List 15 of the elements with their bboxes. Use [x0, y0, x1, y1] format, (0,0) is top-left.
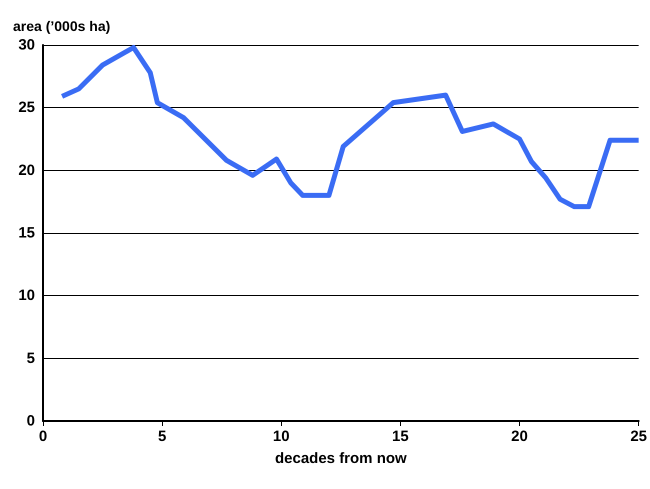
x-axis-title: decades from now — [274, 450, 408, 467]
y-tick-label: 10 — [18, 287, 35, 304]
x-tick-label: 5 — [158, 428, 166, 445]
y-tick-label: 25 — [18, 99, 35, 116]
y-tick-label: 5 — [26, 350, 35, 367]
y-tick-label: 15 — [18, 224, 35, 242]
x-tick-label: 10 — [272, 428, 290, 445]
x-tick-label: 20 — [511, 428, 528, 445]
x-tick-label: 15 — [392, 428, 409, 445]
y-tick-label: 30 — [18, 36, 35, 54]
y-tick-label: 0 — [26, 412, 35, 430]
y-axis-title: area (’000s ha) — [13, 18, 110, 34]
y-tick-label: 20 — [18, 162, 35, 179]
x-tick-label: 0 — [38, 428, 48, 445]
x-tick-label: 25 — [630, 428, 647, 445]
